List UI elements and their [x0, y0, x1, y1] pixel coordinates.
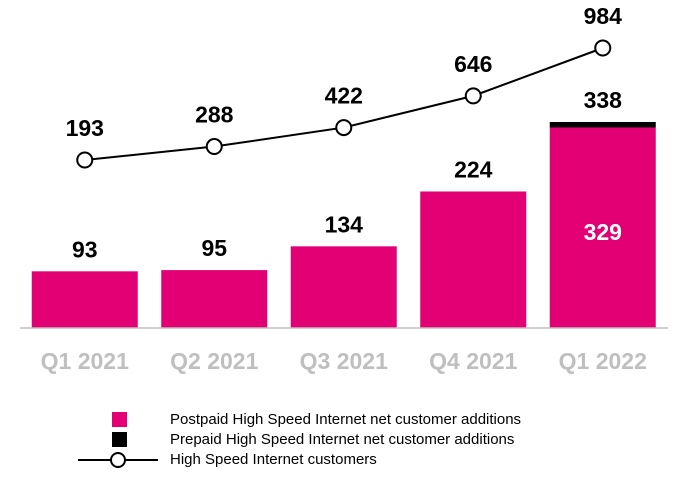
x-tick-label-1: Q2 2021 — [170, 348, 258, 374]
bar-total-label-2: 134 — [325, 211, 364, 237]
x-tick-label-3: Q4 2021 — [429, 348, 517, 374]
bar-postpaid-4 — [549, 127, 656, 329]
bar-inner-label: 329 — [584, 219, 622, 245]
legend-line-marker-icon — [78, 452, 158, 468]
legend-item-prepaid: Prepaid High Speed Internet net customer… — [100, 430, 640, 450]
legend-swatch-prepaid — [112, 432, 127, 447]
bar-postpaid-0 — [31, 271, 138, 328]
x-tick-label-2: Q3 2021 — [300, 348, 388, 374]
line-value-label-3: 646 — [454, 51, 492, 77]
x-tick-label-4: Q1 2022 — [559, 348, 647, 374]
legend-item-postpaid: Postpaid High Speed Internet net custome… — [100, 410, 640, 430]
x-tick-label-0: Q1 2021 — [41, 348, 129, 374]
combo-chart-svg: 93 95 134 224 338 329 Q1 2021 Q2 2021 Q3 2021 Q4 … — [20, 3, 668, 374]
legend: Postpaid High Speed Internet net custome… — [78, 410, 640, 470]
line-value-label-0: 193 — [66, 115, 104, 141]
line-point-3 — [464, 87, 482, 105]
line-point-1 — [205, 138, 223, 156]
legend-swatch-postpaid — [112, 412, 127, 427]
bar-postpaid-3 — [420, 191, 527, 328]
legend-item-customers: High Speed Internet customers — [78, 450, 640, 470]
line-value-label-1: 288 — [195, 102, 234, 128]
bar-total-label-4: 338 — [584, 87, 623, 113]
line-point-2 — [335, 119, 353, 137]
legend-label-customers: High Speed Internet customers — [170, 451, 377, 468]
bar-total-label-1: 95 — [201, 235, 227, 261]
bar-total-label-3: 224 — [454, 156, 493, 182]
bar-prepaid-4 — [549, 122, 656, 128]
legend-label-postpaid: Postpaid High Speed Internet net custome… — [170, 411, 522, 428]
line-point-0 — [76, 151, 94, 169]
bar-postpaid-1 — [161, 270, 268, 328]
line-value-label-2: 422 — [325, 83, 363, 109]
legend-label-prepaid: Prepaid High Speed Internet net customer… — [170, 431, 515, 448]
line-value-label-4: 984 — [584, 3, 623, 29]
bar-total-label-0: 93 — [72, 236, 98, 262]
line-point-4 — [594, 39, 612, 57]
bar-postpaid-2 — [290, 246, 397, 328]
